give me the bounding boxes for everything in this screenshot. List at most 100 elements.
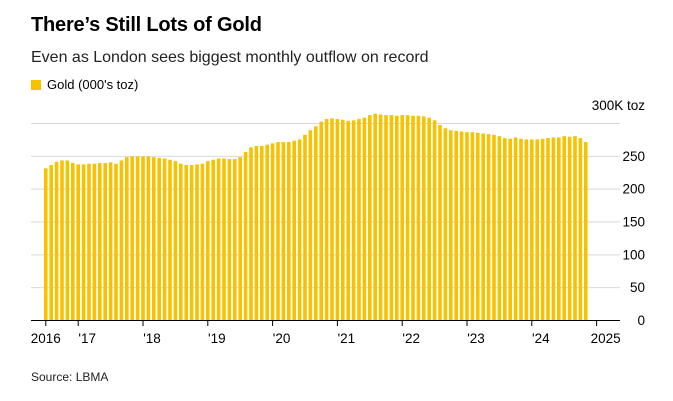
x-tick-label: 2016	[31, 331, 61, 346]
bar	[103, 163, 107, 320]
bar	[481, 133, 485, 320]
bar	[422, 116, 426, 321]
bar	[454, 130, 458, 320]
bar	[335, 119, 340, 320]
bar	[98, 163, 102, 320]
bar	[308, 130, 313, 320]
x-tick-label: '23	[467, 331, 485, 346]
bar	[297, 139, 302, 320]
bar	[573, 136, 577, 320]
bar	[292, 140, 296, 320]
bar	[346, 121, 350, 320]
bar	[195, 164, 199, 320]
bar	[146, 156, 151, 320]
bar	[114, 163, 118, 320]
bar	[362, 117, 367, 320]
bars	[44, 113, 588, 321]
bar	[389, 115, 394, 321]
bar	[476, 132, 480, 320]
bar	[540, 138, 545, 320]
bar	[567, 136, 572, 320]
bar	[459, 131, 464, 320]
bar	[384, 115, 388, 321]
bar	[125, 157, 129, 320]
bar	[135, 156, 140, 320]
bar	[524, 139, 529, 320]
bar	[427, 117, 431, 320]
y-tick-label: 300K toz	[592, 98, 646, 113]
bar	[270, 143, 275, 320]
bar	[486, 134, 491, 320]
bar	[357, 119, 361, 320]
bar	[49, 165, 53, 320]
bar	[130, 156, 134, 320]
bar	[92, 163, 97, 320]
legend-label: Gold (000's toz)	[47, 77, 139, 92]
bar	[119, 160, 124, 320]
bar	[200, 163, 205, 320]
bar	[87, 163, 91, 320]
bar	[60, 160, 64, 320]
bar	[546, 138, 550, 320]
bar	[222, 158, 226, 320]
bar	[578, 138, 583, 320]
bar	[65, 160, 70, 320]
legend-swatch	[31, 79, 41, 90]
bar	[470, 132, 475, 320]
bar	[157, 157, 161, 320]
bar	[168, 159, 172, 320]
bar	[76, 164, 80, 320]
bar	[443, 128, 448, 320]
bar	[324, 119, 329, 320]
bar	[179, 163, 183, 320]
x-tick-label: '20	[273, 331, 291, 346]
bar	[557, 137, 561, 320]
bar	[265, 144, 269, 320]
y-tick-label: 100	[622, 247, 645, 262]
legend: Gold (000's toz)	[31, 77, 138, 92]
x-tick-label: '19	[208, 331, 226, 346]
x-tick-label: 2025	[591, 331, 621, 346]
bar	[378, 114, 383, 321]
bar	[584, 142, 588, 320]
bar	[44, 168, 48, 320]
bar	[405, 115, 410, 321]
bar	[71, 163, 75, 320]
bar	[513, 137, 518, 320]
bar	[519, 138, 523, 320]
bar	[184, 165, 188, 320]
y-tick-label: 150	[622, 215, 645, 230]
x-axis-ticks: 2016 '17 '18 '19 '20 '21 '22 '23 '24 2025	[31, 320, 621, 346]
bar	[233, 159, 237, 320]
bar	[465, 132, 469, 320]
bar	[438, 124, 442, 320]
bar	[314, 126, 318, 320]
y-tick-label: 200	[622, 182, 645, 197]
bar	[206, 161, 210, 320]
bar	[530, 139, 534, 320]
x-tick-label: '18	[143, 331, 161, 346]
bar	[54, 161, 59, 320]
bar	[287, 142, 291, 320]
bar	[216, 158, 221, 320]
bar	[416, 115, 421, 320]
bar	[141, 156, 145, 320]
bar	[276, 142, 280, 320]
bar	[411, 115, 415, 320]
bar	[108, 162, 113, 320]
bar	[319, 121, 323, 320]
bar	[395, 115, 399, 320]
bar	[254, 145, 259, 320]
x-tick-label: '22	[402, 331, 420, 346]
bar	[351, 120, 356, 321]
chart-title: There’s Still Lots of Gold	[31, 14, 262, 36]
bar	[330, 118, 334, 321]
bar	[152, 157, 156, 320]
bar	[341, 119, 345, 320]
bar	[400, 115, 404, 321]
bar	[189, 165, 194, 320]
bar	[81, 164, 86, 320]
bar	[173, 161, 178, 320]
bar	[249, 147, 253, 320]
